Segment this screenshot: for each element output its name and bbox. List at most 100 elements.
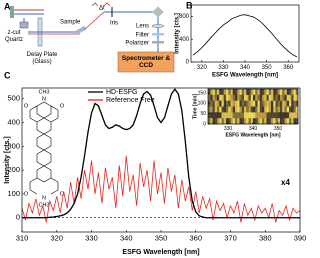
heatmap-cell [266,112,269,119]
x-tick-label: 330 [218,65,229,71]
heatmap-cell [223,94,227,101]
heatmap-cell [210,89,213,96]
heatmap-cell [217,100,220,107]
heatmap-cell [264,118,267,125]
heatmap-cell [244,106,247,113]
heatmap-cell [237,106,240,113]
heatmap-cell [230,89,233,96]
heatmap-cell [232,94,236,101]
heatmap-cell [226,100,229,107]
heatmap-cell [291,112,294,119]
heatmap-cell [264,112,267,119]
heatmap-cell [210,118,213,125]
heatmap-cell [241,106,245,113]
x-tick-label: 370 [224,234,237,243]
heatmap-cell [230,112,233,119]
heatmap-cell [282,89,285,96]
heatmap-cell [273,112,276,119]
y-tick-label: 400 [7,117,20,126]
panel-label: B [186,0,193,10]
x-tick-label: 340 [240,65,251,71]
heatmap-cell [226,112,229,119]
heatmap-cell [280,106,283,113]
heatmap-cell [277,100,281,107]
heatmap-cell [262,118,265,125]
heatmap-cell [219,112,222,119]
figure-graphics: A Δt Iris Sample Lens Filter Polarizer C… [4,0,306,255]
x-tick-label: 320 [197,65,208,71]
heatmap-cell [291,94,294,101]
heatmap-cell [286,106,290,113]
heatmap-cell [293,100,296,107]
heatmap-cell [241,118,245,125]
heatmap-cell [286,94,290,101]
heatmap-cell [239,118,242,125]
heatmap-cell [230,94,233,101]
heatmap-cell [264,89,267,96]
heatmap-cell [237,118,240,125]
heatmap-cell [271,106,274,113]
heatmap-cell [250,94,254,101]
heatmap-cell [262,100,265,107]
heatmap-cell [239,112,242,119]
heatmap-cell [280,89,283,96]
heatmap-cell [262,89,265,96]
quartz [19,21,29,29]
x-axis-title: ESFG Wavelength [nm] [225,132,280,138]
y-axis-title: Time [min] [192,94,198,120]
x-tick-label: 350 [274,126,283,132]
heatmap-cell [208,112,211,119]
heatmap-cell [217,118,220,125]
heatmap-cell [255,94,258,101]
series-line [21,155,301,223]
heatmap-cell [259,100,263,107]
heatmap-cell [262,106,265,113]
heatmap-cell [223,89,227,96]
y-tick-label: 500 [7,94,20,103]
x-tick-label: 330 [85,234,98,243]
series-line [22,88,300,219]
molecule-label: CH3 [38,89,49,95]
heatmap-cell [228,118,231,125]
heatmap-cell [255,100,258,107]
heatmap-cell [259,106,263,113]
heatmap-cell [253,100,256,107]
iris-label: Iris [110,21,118,27]
heatmap-cell [273,89,276,96]
heatmap-cell [284,112,287,119]
heatmap-cell [239,89,242,96]
heatmap-cell [253,112,256,119]
heatmap-cell [217,94,220,101]
heatmap-cell [235,94,238,101]
heatmap-cell [293,106,296,113]
heatmap-cell [271,118,274,125]
heatmap-cell [223,100,227,107]
heatmap-cell [237,89,240,96]
heatmap-cell [257,118,260,125]
heatmap-cell [289,94,292,101]
heatmap-cell [239,106,242,113]
heatmap-cell [253,89,256,96]
heatmap-cell [275,100,278,107]
heatmap-cell [295,118,299,125]
heatmap-cell [212,100,215,107]
delay-label: Δt [99,6,105,12]
heatmap-cell [259,89,263,96]
lens-label: Lens [136,24,149,30]
molecule-label: O [24,103,29,109]
heatmap-cell [286,100,290,107]
x-tick-label: 350 [155,234,168,243]
heatmap-cell [239,94,242,101]
heatmap-cell [246,89,249,96]
pulse [91,2,111,7]
panel-label: C [4,70,11,80]
heatmap-cell [295,94,299,101]
heatmap-cell [217,89,220,96]
heatmap-cell [277,106,281,113]
heatmap-cell [289,112,292,119]
heatmap-cell [210,94,213,101]
x-tick-label: 390 [294,234,306,243]
x-axis-title: ESFG Wavelength [nm] [212,73,278,79]
heatmap-cell [264,100,267,107]
heatmap-cell [273,94,276,101]
